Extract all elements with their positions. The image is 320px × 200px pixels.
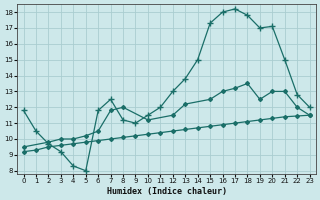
X-axis label: Humidex (Indice chaleur): Humidex (Indice chaleur) [107, 187, 227, 196]
